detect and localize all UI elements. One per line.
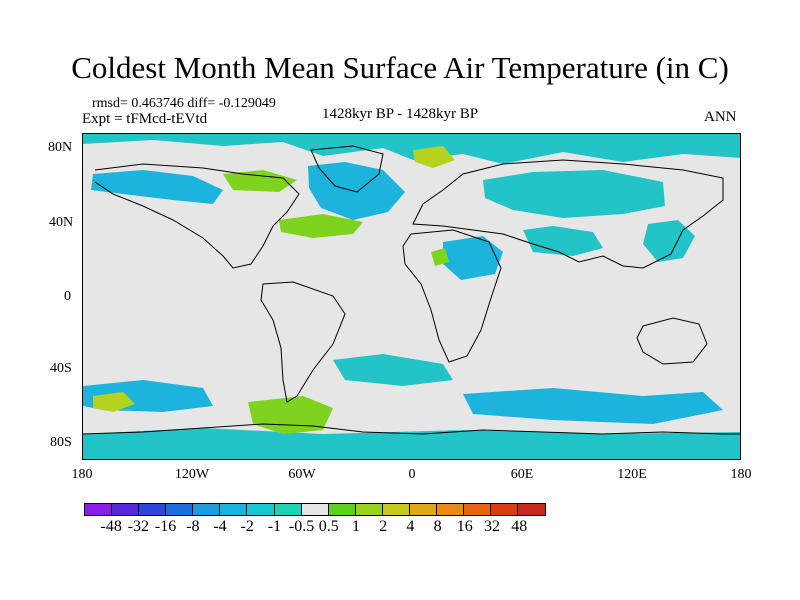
colorbar-label-9: 1 (352, 518, 360, 535)
warm-anomaly-regions (93, 146, 455, 434)
southern-ocean-cool-3 (463, 388, 723, 424)
colorbar-box-10 (355, 504, 383, 515)
colorbar-box-4 (193, 504, 221, 515)
lat-label-40s: 40S (50, 361, 72, 376)
colorbar-label-15: 48 (511, 518, 528, 535)
north-atlantic-warm (279, 214, 363, 238)
colorbar-box-11 (382, 504, 410, 515)
lon-label-180e: 180 (730, 467, 752, 482)
period-label: 1428kyr BP - 1428kyr BP (322, 106, 479, 122)
africa-coast (402, 229, 502, 363)
cool-anomaly-regions (83, 134, 740, 459)
greenland-coast (310, 145, 384, 193)
lon-label-180w: 180 (71, 467, 93, 482)
lat-label-40n: 40N (49, 215, 74, 230)
lat-label-80n: 80N (48, 140, 73, 155)
colorbar-box-3 (166, 504, 194, 515)
southern-ocean-cool-2 (333, 354, 453, 386)
colorbar-label-12: 8 (433, 518, 442, 535)
eurasia-cool (483, 170, 665, 218)
colorbar-box-16 (518, 504, 546, 515)
lat-label-eq: 0 (64, 289, 71, 304)
lon-label-120w: 120W (174, 467, 210, 482)
antarctic-cool (83, 428, 740, 459)
colorbar-box-12 (409, 504, 438, 515)
colorbar-label-11: 4 (406, 518, 415, 535)
arctic-cool-band (83, 134, 740, 164)
atlantic-subpolar-cool (308, 162, 405, 220)
colorbar-label-6: -1 (267, 518, 282, 535)
colorbar-box-15 (491, 504, 519, 515)
indian-warm (431, 248, 449, 266)
north-america-coast (94, 163, 300, 269)
colorbar-label-14: 32 (484, 518, 500, 535)
colorbar-box-6 (247, 504, 275, 515)
lon-label-120e: 120E (617, 467, 647, 482)
colorbar-label-1: -32 (127, 518, 150, 535)
southern-warm-2 (93, 392, 135, 412)
indian-cool (523, 226, 603, 256)
colorbar-box-7 (274, 504, 302, 515)
season-label: ANN (704, 109, 737, 125)
colorbar-box-13 (437, 504, 465, 515)
colorbar-box-5 (220, 504, 248, 515)
lon-label-0: 0 (408, 467, 416, 482)
colorbar-label-8: 0.5 (318, 518, 339, 535)
lat-label-80s: 80S (50, 435, 72, 450)
colorbar-box-9 (328, 504, 356, 515)
colorbar-label-7: -0.5 (288, 518, 315, 535)
colorbar-box-14 (464, 504, 492, 515)
colorbar-box-0 (85, 504, 113, 515)
coastlines (83, 145, 740, 435)
colorbar-label-2: -16 (154, 518, 177, 535)
arctic-warm-1 (413, 146, 455, 168)
lon-label-60e: 60E (510, 467, 534, 482)
colorbar-label-4: -4 (213, 518, 227, 535)
lon-label-60w: 60W (288, 467, 316, 482)
colorbar-label-10: 2 (379, 518, 388, 535)
chart-title: Coldest Month Mean Surface Air Temperatu… (71, 50, 729, 85)
colorbar-label-3: -8 (186, 518, 200, 535)
east-asia-cool (643, 220, 695, 262)
sahara-cool (443, 236, 503, 280)
colorbar-label-13: 16 (456, 518, 473, 535)
north-america-cool (91, 170, 223, 204)
arctic-warm-2 (223, 170, 297, 192)
colorbar-label-0: -48 (100, 518, 122, 535)
colorbar-box-8 (301, 504, 329, 515)
rmsd-diff-stats: rmsd= 0.463746 diff= -0.129049 (92, 96, 276, 111)
world-map (82, 133, 741, 460)
colorbar-box-1 (112, 504, 140, 515)
experiment-label: Expt = tFMcd-tEVtd (82, 111, 208, 127)
map-canvas (83, 134, 740, 459)
colorbar-label-5: -2 (240, 518, 254, 535)
south-america-coast (260, 281, 346, 403)
colorbar (84, 503, 547, 516)
eurasia-coast (412, 159, 724, 269)
australia-coast (636, 317, 708, 365)
antarctica-coast (83, 423, 740, 435)
weddell-warm (248, 396, 333, 434)
colorbar-box-2 (139, 504, 167, 515)
